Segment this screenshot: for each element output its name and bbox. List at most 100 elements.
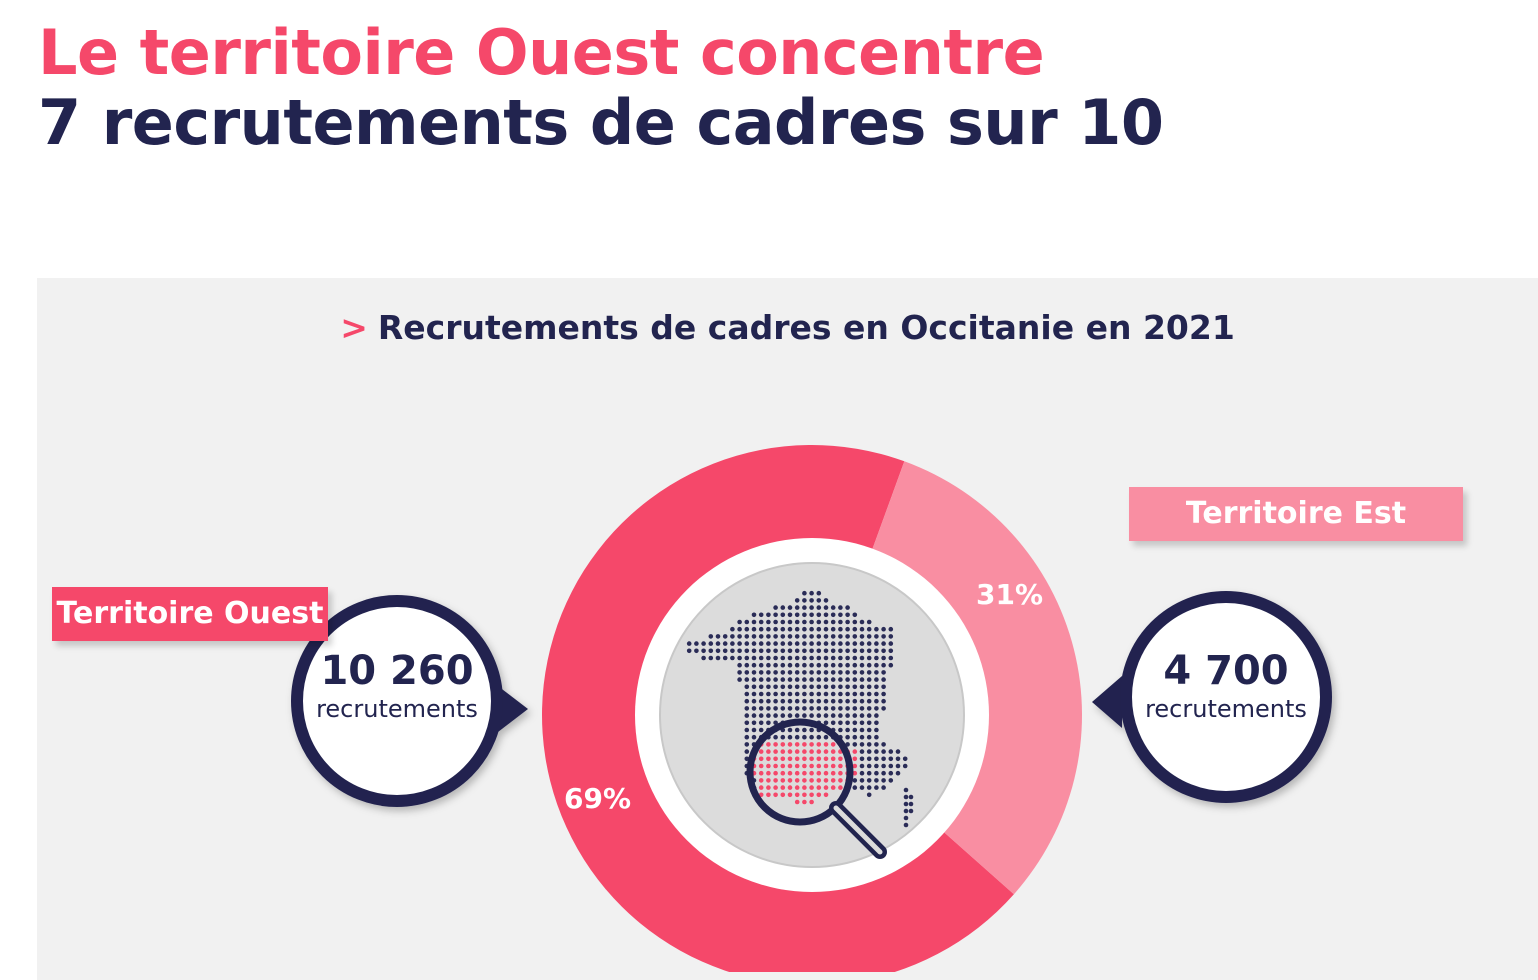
map-dot bbox=[722, 648, 728, 654]
map-dot bbox=[830, 619, 836, 625]
map-dot bbox=[730, 641, 735, 646]
map-dot bbox=[737, 677, 742, 682]
map-dot bbox=[845, 662, 850, 668]
map-dot bbox=[838, 727, 843, 733]
map-dot bbox=[758, 648, 764, 654]
map-dot bbox=[744, 698, 750, 704]
map-dot-highlight bbox=[809, 778, 814, 783]
map-dot bbox=[859, 634, 865, 639]
map-dot-highlight bbox=[787, 792, 793, 798]
map-dot-highlight bbox=[816, 742, 822, 747]
map-dot bbox=[874, 655, 879, 661]
map-dot-highlight bbox=[830, 742, 836, 747]
map-dot bbox=[773, 684, 778, 690]
map-dot-highlight bbox=[852, 770, 858, 776]
map-dot-highlight bbox=[823, 792, 829, 798]
map-dot-highlight bbox=[838, 785, 843, 790]
map-dot bbox=[852, 691, 858, 697]
map-dot bbox=[758, 698, 764, 704]
ouest-count-label: recrutements bbox=[316, 695, 478, 723]
map-dot bbox=[859, 785, 865, 790]
map-dot bbox=[787, 612, 793, 618]
map-dot bbox=[802, 598, 807, 603]
map-dot bbox=[881, 670, 886, 675]
map-dot-highlight bbox=[780, 742, 786, 747]
ouest-count: 10 260 recrutements bbox=[297, 648, 497, 724]
map-dot bbox=[881, 677, 886, 682]
map-dot bbox=[744, 684, 750, 690]
map-dot bbox=[809, 727, 814, 733]
map-dot bbox=[802, 677, 807, 682]
map-dot bbox=[787, 662, 793, 668]
map-dot bbox=[866, 677, 872, 682]
map-dot bbox=[751, 734, 757, 740]
map-dot bbox=[802, 605, 807, 610]
headline-line-1: Le territoire Ouest concentre bbox=[38, 16, 1045, 89]
map-dot bbox=[816, 691, 822, 697]
map-dot bbox=[730, 634, 735, 639]
est-count-label: recrutements bbox=[1145, 695, 1307, 723]
map-dot bbox=[794, 734, 800, 740]
map-dot bbox=[823, 734, 829, 740]
map-dot bbox=[780, 648, 786, 654]
map-dot bbox=[888, 763, 894, 769]
map-dot bbox=[845, 734, 850, 740]
map-dot bbox=[744, 619, 750, 625]
map-dot bbox=[744, 720, 750, 726]
map-dot bbox=[816, 598, 822, 603]
chart-title-text: Recrutements de cadres en Occitanie en 2… bbox=[377, 308, 1235, 347]
map-dot bbox=[802, 648, 807, 654]
map-dot bbox=[902, 763, 908, 769]
map-dot bbox=[744, 634, 750, 639]
map-dot bbox=[809, 648, 814, 654]
map-dot bbox=[838, 662, 843, 668]
map-dot bbox=[866, 770, 872, 776]
map-dot bbox=[859, 698, 865, 704]
map-dot bbox=[737, 648, 742, 654]
map-dot-highlight bbox=[794, 770, 800, 776]
map-dot-highlight bbox=[773, 778, 778, 783]
map-dot bbox=[737, 634, 742, 639]
map-dot bbox=[823, 706, 829, 711]
map-dot bbox=[758, 634, 764, 639]
map-dot bbox=[751, 706, 757, 711]
map-dot bbox=[794, 598, 800, 603]
map-dot-highlight bbox=[802, 778, 807, 783]
map-dot-highlight bbox=[766, 792, 771, 798]
map-dot bbox=[686, 641, 692, 646]
map-dot-highlight bbox=[787, 763, 793, 769]
map-dot bbox=[802, 713, 807, 718]
map-dot bbox=[794, 605, 800, 610]
map-dot bbox=[816, 655, 822, 661]
map-dot bbox=[866, 684, 872, 690]
map-dot bbox=[773, 691, 778, 697]
map-dot bbox=[845, 713, 850, 718]
map-dot bbox=[830, 626, 836, 632]
map-dot bbox=[859, 706, 865, 711]
map-dot bbox=[751, 713, 757, 718]
map-dot bbox=[766, 655, 771, 661]
map-dot bbox=[694, 648, 699, 654]
map-dot bbox=[766, 634, 771, 639]
map-dot bbox=[787, 641, 793, 646]
map-dot bbox=[744, 713, 750, 718]
map-dot bbox=[874, 720, 879, 726]
map-dot bbox=[881, 655, 886, 661]
map-dot bbox=[794, 619, 800, 625]
map-dot bbox=[816, 634, 822, 639]
map-dot bbox=[758, 670, 764, 675]
map-dot bbox=[787, 734, 793, 740]
map-dot bbox=[802, 734, 807, 740]
map-dot bbox=[744, 691, 750, 697]
map-dot bbox=[866, 670, 872, 675]
map-dot bbox=[773, 612, 778, 618]
map-dot-highlight bbox=[852, 749, 858, 754]
map-dot bbox=[888, 778, 894, 783]
map-dot bbox=[903, 801, 909, 807]
map-dot bbox=[744, 677, 750, 682]
map-dot bbox=[744, 670, 750, 675]
map-dot bbox=[881, 756, 886, 762]
map-dot bbox=[787, 713, 793, 718]
map-dot bbox=[838, 655, 843, 661]
map-dot bbox=[852, 677, 858, 682]
